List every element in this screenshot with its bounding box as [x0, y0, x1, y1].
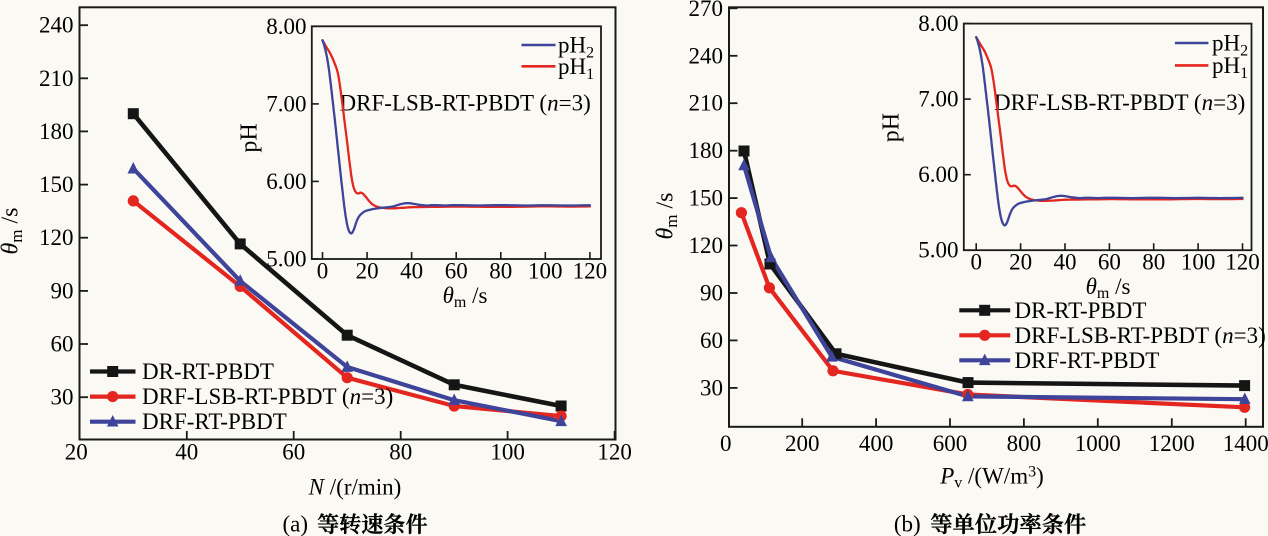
svg-text:(a): (a): [283, 512, 309, 536]
svg-text:Pv /(W/m3): Pv /(W/m3): [939, 464, 1044, 492]
svg-text:180: 180: [689, 138, 724, 163]
svg-text:150: 150: [39, 172, 74, 197]
svg-text:pH: pH: [237, 123, 263, 152]
svg-text:100: 100: [1181, 250, 1216, 275]
svg-text:θm /s: θm /s: [653, 192, 682, 239]
svg-text:DRF-LSB-RT-PBDT (n=3): DRF-LSB-RT-PBDT (n=3): [1015, 323, 1266, 348]
svg-text:DRF-LSB-RT-PBDT (n=3): DRF-LSB-RT-PBDT (n=3): [340, 91, 591, 116]
svg-text:40: 40: [1054, 250, 1077, 275]
svg-text:800: 800: [1007, 431, 1042, 456]
svg-text:DR-RT-PBDT: DR-RT-PBDT: [142, 359, 274, 384]
svg-text:7.00: 7.00: [266, 91, 306, 116]
svg-text:60: 60: [51, 332, 74, 357]
svg-text:θm /s: θm /s: [443, 283, 488, 311]
svg-text:N /(r/min): N /(r/min): [308, 475, 402, 500]
svg-text:120: 120: [1225, 250, 1260, 275]
svg-text:20: 20: [1009, 250, 1032, 275]
svg-text:80: 80: [1142, 250, 1165, 275]
svg-text:DRF-LSB-RT-PBDT (n=3): DRF-LSB-RT-PBDT (n=3): [994, 90, 1245, 115]
svg-text:θm /s: θm /s: [1086, 274, 1131, 302]
svg-text:40: 40: [400, 259, 423, 284]
svg-text:180: 180: [39, 119, 74, 144]
svg-text:20: 20: [356, 259, 379, 284]
svg-text:60: 60: [1098, 250, 1121, 275]
svg-text:0: 0: [317, 259, 329, 284]
svg-text:240: 240: [689, 43, 724, 68]
svg-text:120: 120: [573, 259, 608, 284]
svg-text:100: 100: [490, 440, 525, 465]
svg-text:120: 120: [39, 225, 74, 250]
svg-text:60: 60: [282, 440, 305, 465]
svg-text:(b): (b): [894, 512, 921, 536]
svg-text:400: 400: [859, 431, 894, 456]
svg-text:60: 60: [700, 328, 723, 353]
svg-text:120: 120: [689, 233, 724, 258]
svg-text:θm /s: θm /s: [0, 207, 26, 254]
svg-text:80: 80: [389, 440, 412, 465]
svg-text:270: 270: [689, 0, 724, 21]
svg-text:DRF-RT-PBDT: DRF-RT-PBDT: [1015, 348, 1160, 373]
svg-text:0: 0: [970, 250, 982, 275]
svg-text:1000: 1000: [1075, 431, 1121, 456]
svg-text:90: 90: [700, 281, 723, 306]
svg-text:6.00: 6.00: [266, 169, 306, 194]
svg-text:30: 30: [700, 375, 723, 400]
svg-text:150: 150: [689, 186, 724, 211]
svg-text:90: 90: [51, 278, 74, 303]
svg-text:5.00: 5.00: [266, 247, 306, 272]
svg-text:DRF-LSB-RT-PBDT (n=3): DRF-LSB-RT-PBDT (n=3): [142, 384, 393, 409]
svg-text:40: 40: [175, 440, 198, 465]
svg-text:7.00: 7.00: [918, 87, 958, 112]
svg-text:1400: 1400: [1223, 431, 1268, 456]
svg-text:8.00: 8.00: [266, 14, 306, 39]
svg-text:DR-RT-PBDT: DR-RT-PBDT: [1015, 298, 1147, 323]
svg-text:120: 120: [597, 440, 632, 465]
svg-text:pH: pH: [879, 113, 905, 142]
svg-text:60: 60: [445, 259, 468, 284]
svg-text:6.00: 6.00: [918, 162, 958, 187]
svg-text:600: 600: [933, 431, 968, 456]
svg-text:8.00: 8.00: [918, 11, 958, 36]
svg-text:200: 200: [785, 431, 820, 456]
svg-text:5.00: 5.00: [918, 238, 958, 263]
svg-text:20: 20: [65, 440, 88, 465]
svg-text:1200: 1200: [1149, 431, 1195, 456]
svg-text:210: 210: [689, 91, 724, 116]
svg-text:30: 30: [51, 385, 74, 410]
svg-text:80: 80: [489, 259, 512, 284]
svg-text:0: 0: [720, 431, 732, 456]
svg-text:240: 240: [39, 13, 74, 38]
svg-text:100: 100: [528, 259, 563, 284]
svg-text:DRF-RT-PBDT: DRF-RT-PBDT: [142, 409, 287, 434]
svg-text:210: 210: [39, 66, 74, 91]
